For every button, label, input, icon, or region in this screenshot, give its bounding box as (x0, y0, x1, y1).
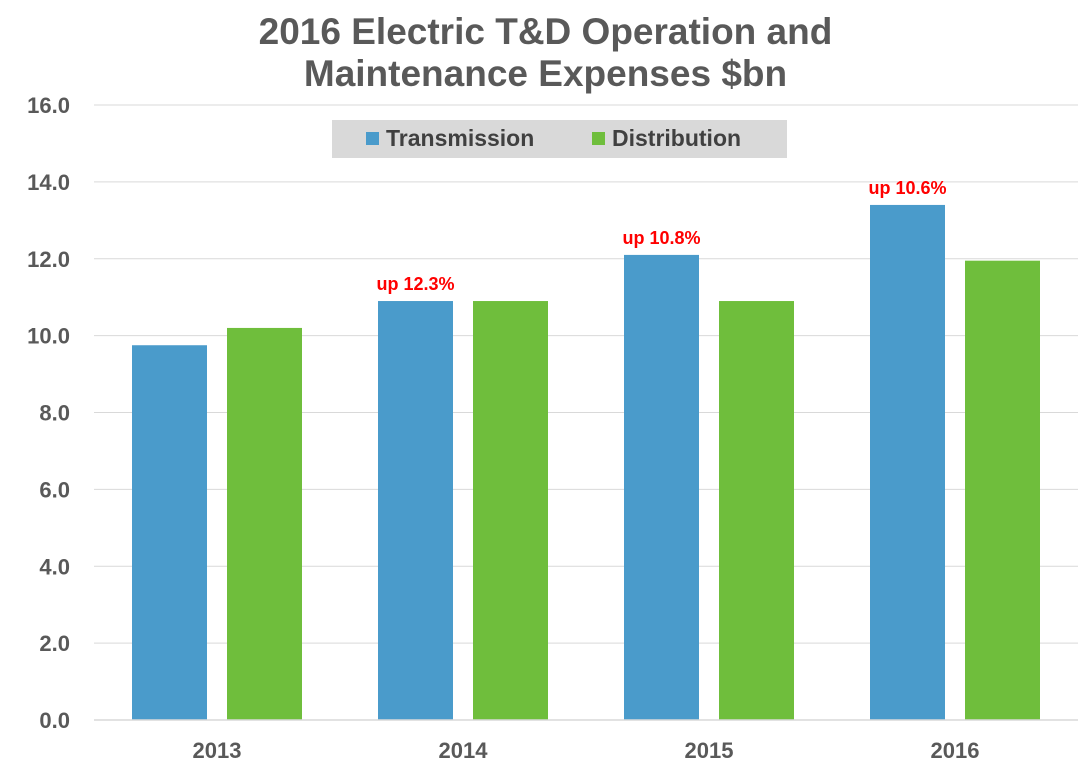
bar-distribution-2014 (473, 301, 548, 720)
bar-annotation: up 12.3% (376, 274, 454, 294)
annotations: up 12.3% up 10.8% up 10.6% (376, 178, 946, 294)
y-tick-label: 10.0 (27, 324, 70, 349)
y-tick-label: 0.0 (39, 708, 70, 733)
bar-transmission-2013 (132, 345, 207, 720)
bar-transmission-2015 (624, 254, 699, 720)
y-tick-label: 2.0 (39, 631, 70, 656)
legend: Transmission Distribution (332, 120, 787, 158)
y-tick-label: 12.0 (27, 247, 70, 272)
y-tick-label: 4.0 (39, 554, 70, 579)
x-tick-label: 2016 (931, 738, 980, 763)
legend-swatch-transmission (366, 132, 379, 145)
chart-title-line-2: Maintenance Expenses $bn (303, 53, 788, 94)
chart-title-line-1: 2016 Electric T&D Operation and (258, 11, 833, 52)
legend-swatch-distribution (592, 132, 605, 145)
bar-transmission-2016 (870, 204, 945, 720)
y-tick-label: 16.0 (27, 93, 70, 118)
y-tick-label: 8.0 (39, 401, 70, 426)
x-tick-label: 2015 (685, 738, 734, 763)
bar-distribution-2016 (965, 260, 1040, 720)
bar-transmission-2014 (378, 301, 453, 720)
bar-distribution-2013 (227, 327, 302, 720)
bar-annotation: up 10.8% (622, 228, 700, 248)
axes: 0.0 2.0 4.0 6.0 8.0 10.0 12.0 14.0 16.0 2013 2014 2… (27, 93, 1078, 763)
legend-box (332, 120, 787, 158)
bar-annotation: up 10.6% (868, 178, 946, 198)
y-tick-label: 6.0 (39, 477, 70, 502)
legend-label-transmission: Transmission (386, 125, 534, 151)
legend-label-distribution: Distribution (612, 125, 741, 151)
x-tick-label: 2014 (439, 738, 489, 763)
y-tick-label: 14.0 (27, 170, 70, 195)
bars (132, 204, 1040, 720)
bar-distribution-2015 (719, 301, 794, 720)
x-tick-label: 2013 (193, 738, 242, 763)
